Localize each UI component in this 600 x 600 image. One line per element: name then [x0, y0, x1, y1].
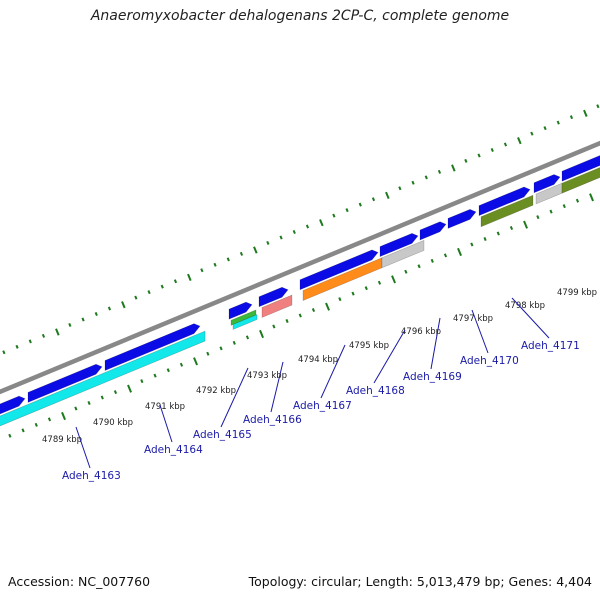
gene-block: [419, 221, 447, 241]
gene-block: [561, 155, 600, 182]
gene-leader-line: [320, 344, 346, 399]
outer-tick-track: [2, 104, 600, 355]
gene-track: [0, 155, 600, 427]
gene-leader-line: [159, 404, 173, 443]
kbp-label: 4795 kbp: [349, 341, 389, 351]
gene-feature-pink: [261, 294, 293, 318]
gene-block: [478, 186, 531, 217]
topology-text: Topology: circular; Length: 5,013,479 bp…: [248, 574, 592, 589]
kbp-label: 4799 kbp: [557, 288, 597, 298]
kbp-label: 4794 kbp: [298, 355, 338, 365]
gene-block: [258, 286, 289, 308]
kbp-label: 4791 kbp: [145, 402, 185, 412]
gene-label: Adeh_4165: [193, 429, 252, 441]
map-title: Anaeromyxobacter dehalogenans 2CP-C, com…: [90, 8, 510, 24]
gene-leader-line: [220, 367, 249, 428]
gene-label-track: Adeh_4163 Adeh_4164 Adeh_4165 Adeh_4166 Adeh…: [62, 297, 580, 482]
kbp-label: 4797 kbp: [453, 314, 493, 324]
gene-block: [27, 363, 103, 403]
gene-label: Adeh_4164: [144, 444, 203, 456]
gene-feature-green: [230, 309, 257, 326]
kbp-label: 4792 kbp: [196, 386, 236, 396]
gene-label: Adeh_4168: [346, 385, 405, 397]
gene-block: [104, 323, 201, 371]
gene-label: Adeh_4166: [243, 414, 302, 426]
gene-block: [0, 395, 26, 415]
gene-block: [533, 174, 561, 194]
gene-leader-line: [75, 426, 91, 469]
gene-block: [447, 208, 477, 229]
gene-leader-line: [471, 309, 489, 354]
gene-feature-cyan: [0, 330, 206, 427]
kbp-label: 4789 kbp: [42, 435, 82, 445]
gene-label: Adeh_4163: [62, 470, 121, 482]
gene-leader-line: [270, 361, 284, 413]
gene-label: Adeh_4169: [403, 371, 462, 383]
accession-text: Accession: NC_007760: [8, 574, 151, 589]
gene-feature-gray: [381, 239, 425, 269]
gene-label: Adeh_4170: [460, 355, 519, 367]
backbone-track: [0, 140, 600, 395]
gene-block: [228, 301, 253, 320]
gene-leader-line: [430, 317, 441, 370]
kbp-label: 4796 kbp: [401, 327, 441, 337]
kbp-label: 4793 kbp: [247, 371, 287, 381]
gene-label: Adeh_4167: [293, 400, 352, 412]
gene-label: Adeh_4171: [521, 340, 580, 352]
gene-feature-olive: [480, 194, 534, 228]
inner-tick-track: [8, 193, 594, 438]
kbp-label: 4790 kbp: [93, 418, 133, 428]
gene-leader-line: [373, 329, 406, 384]
gene-block: [379, 233, 419, 258]
gene-feature-olive: [561, 167, 600, 194]
kbp-label: 4798 kbp: [505, 301, 545, 311]
gene-block: [299, 249, 379, 291]
gene-leader-line: [511, 297, 550, 339]
gene-feature-cyan: [232, 314, 258, 330]
kbp-label-track: 4789 kbp 4790 kbp 4791 kbp 4792 kbp 4793 kbp…: [42, 288, 597, 445]
